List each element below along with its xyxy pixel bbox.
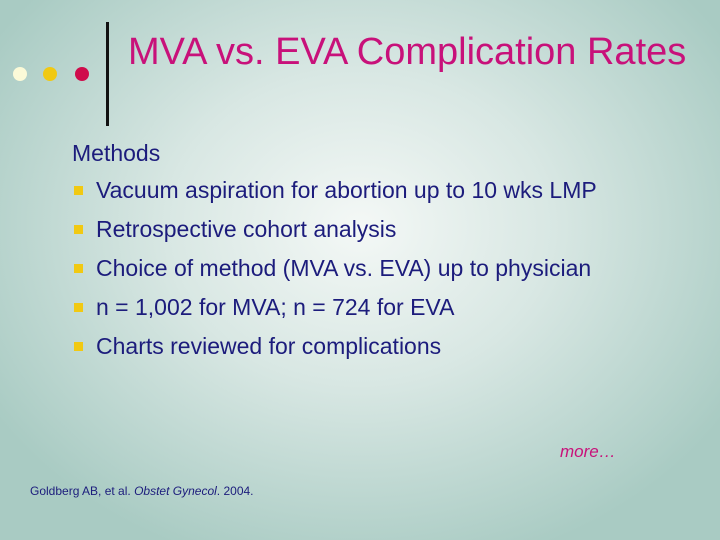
square-bullet-icon <box>74 303 83 312</box>
bullet-text: Retrospective cohort analysis <box>96 216 397 242</box>
bullet-item: n = 1,002 for MVA; n = 724 for EVA <box>72 292 672 323</box>
citation: Goldberg AB, et al. Obstet Gynecol. 2004… <box>30 484 254 498</box>
square-bullet-icon <box>74 225 83 234</box>
more-link[interactable]: more… <box>560 442 616 461</box>
slide-body: Methods Vacuum aspiration for abortion u… <box>72 140 672 370</box>
bullet-list: Vacuum aspiration for abortion up to 10 … <box>72 175 672 362</box>
square-bullet-icon <box>74 264 83 273</box>
citation-authors: Goldberg AB, et al. <box>30 484 131 498</box>
square-bullet-icon <box>74 342 83 351</box>
section-heading: Methods <box>72 140 161 166</box>
square-bullet-icon <box>74 186 83 195</box>
bullet-item: Vacuum aspiration for abortion up to 10 … <box>72 175 672 206</box>
slide-title: MVA vs. EVA Complication Rates <box>128 31 687 73</box>
bullet-item: Retrospective cohort analysis <box>72 214 672 245</box>
decor-dot-light <box>13 67 27 81</box>
bullet-item: Choice of method (MVA vs. EVA) up to phy… <box>72 253 672 284</box>
citation-year: . 2004. <box>216 484 254 498</box>
citation-journal: Obstet Gynecol <box>134 484 217 498</box>
bullet-item: Charts reviewed for complications <box>72 331 672 362</box>
bullet-text: Vacuum aspiration for abortion up to 10 … <box>96 177 597 203</box>
bullet-text: Choice of method (MVA vs. EVA) up to phy… <box>96 255 592 281</box>
title-divider <box>106 22 109 126</box>
decor-dot-yellow <box>43 67 57 81</box>
bullet-text: n = 1,002 for MVA; n = 724 for EVA <box>96 294 455 320</box>
bullet-text: Charts reviewed for complications <box>96 333 442 359</box>
decor-dot-red <box>75 67 89 81</box>
